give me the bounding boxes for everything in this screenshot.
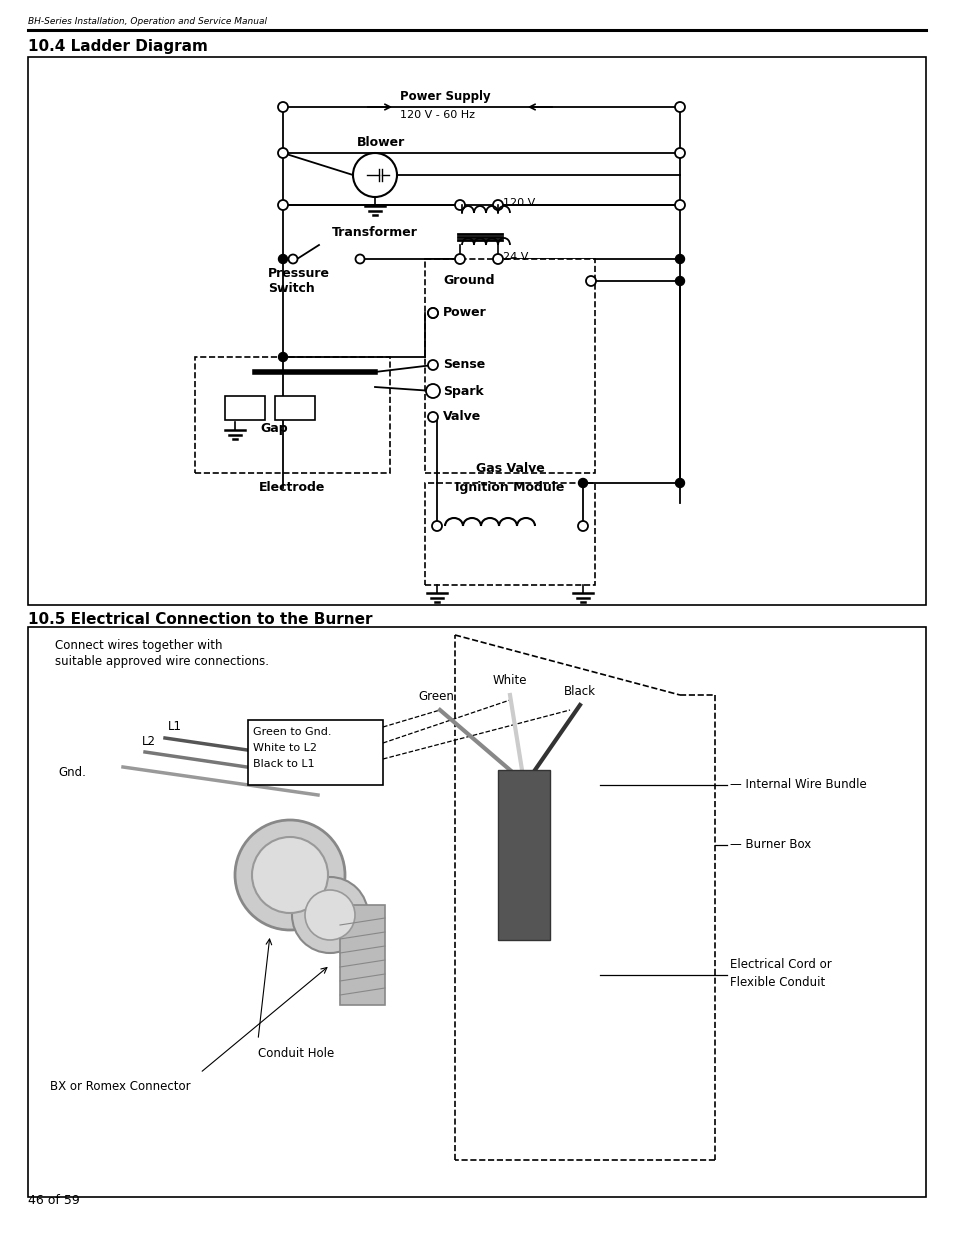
Text: Green to Gnd.: Green to Gnd. [253, 727, 331, 737]
Bar [28, 57, 925, 605]
Bar [28, 627, 925, 1197]
Circle shape [277, 103, 288, 112]
Circle shape [277, 148, 288, 158]
Text: 10.5 Electrical Connection to the Burner: 10.5 Electrical Connection to the Burner [28, 613, 372, 627]
Text: Power Supply: Power Supply [399, 90, 490, 103]
Bar [194, 357, 390, 473]
Circle shape [353, 153, 396, 198]
Text: Ignition Module: Ignition Module [455, 480, 564, 494]
Bar [424, 259, 595, 473]
Circle shape [428, 359, 437, 370]
Bar [424, 483, 595, 585]
Text: Gnd.: Gnd. [58, 767, 86, 779]
Text: 120 V - 60 Hz: 120 V - 60 Hz [399, 110, 475, 120]
Text: Black: Black [563, 685, 596, 698]
Circle shape [426, 384, 439, 398]
Text: Gas Valve: Gas Valve [476, 462, 544, 475]
Bar [497, 769, 550, 940]
Text: — Burner Box: — Burner Box [729, 839, 810, 851]
Text: L1: L1 [168, 720, 182, 734]
Circle shape [455, 254, 464, 264]
Text: White to L2: White to L2 [253, 743, 316, 753]
Text: Valve: Valve [442, 410, 480, 424]
Circle shape [278, 254, 287, 263]
Circle shape [578, 478, 587, 488]
Circle shape [355, 254, 364, 263]
Circle shape [278, 352, 287, 362]
Text: Green: Green [417, 690, 454, 703]
Circle shape [455, 200, 464, 210]
Circle shape [675, 103, 684, 112]
Text: 120 V: 120 V [502, 198, 535, 207]
Text: Electrical Cord or: Electrical Cord or [729, 958, 831, 972]
Text: Black to L1: Black to L1 [253, 760, 314, 769]
Circle shape [428, 412, 437, 422]
Text: Flexible Conduit: Flexible Conduit [729, 976, 824, 988]
Text: Conduit Hole: Conduit Hole [257, 1047, 334, 1060]
Text: — Internal Wire Bundle: — Internal Wire Bundle [729, 778, 866, 792]
Circle shape [428, 308, 437, 317]
Circle shape [585, 275, 596, 287]
Circle shape [675, 277, 684, 285]
Circle shape [288, 254, 297, 263]
Text: 46 of 59: 46 of 59 [28, 1194, 80, 1207]
Circle shape [675, 254, 684, 263]
Text: 10.4 Ladder Diagram: 10.4 Ladder Diagram [28, 40, 208, 54]
Circle shape [252, 837, 328, 913]
Text: Gap: Gap [260, 422, 287, 435]
Text: White: White [493, 674, 527, 687]
Circle shape [292, 877, 368, 953]
Bar [248, 720, 382, 785]
Circle shape [493, 200, 502, 210]
Text: Pressure: Pressure [268, 267, 330, 280]
Bar [339, 905, 385, 1005]
Text: suitable approved wire connections.: suitable approved wire connections. [55, 655, 269, 668]
Circle shape [305, 890, 355, 940]
Circle shape [675, 148, 684, 158]
Text: Blower: Blower [356, 136, 405, 149]
Circle shape [578, 521, 587, 531]
Text: L2: L2 [142, 735, 156, 748]
Text: Electrode: Electrode [258, 480, 325, 494]
Circle shape [234, 820, 345, 930]
Text: Connect wires together with: Connect wires together with [55, 638, 222, 652]
Text: Sense: Sense [442, 358, 485, 372]
Text: Switch: Switch [268, 282, 314, 295]
Circle shape [675, 478, 684, 488]
Text: BH-Series Installation, Operation and Service Manual: BH-Series Installation, Operation and Se… [28, 17, 267, 26]
Bar [274, 396, 314, 420]
Text: 24 V: 24 V [502, 252, 528, 262]
Text: Transformer: Transformer [332, 226, 417, 238]
Bar [225, 396, 265, 420]
Circle shape [277, 200, 288, 210]
Text: BX or Romex Connector: BX or Romex Connector [50, 1079, 191, 1093]
Text: Ground: Ground [442, 274, 494, 288]
Circle shape [432, 521, 441, 531]
Circle shape [493, 254, 502, 264]
Circle shape [675, 200, 684, 210]
Text: Spark: Spark [442, 384, 483, 398]
Circle shape [428, 308, 437, 317]
Text: Power: Power [442, 306, 486, 320]
